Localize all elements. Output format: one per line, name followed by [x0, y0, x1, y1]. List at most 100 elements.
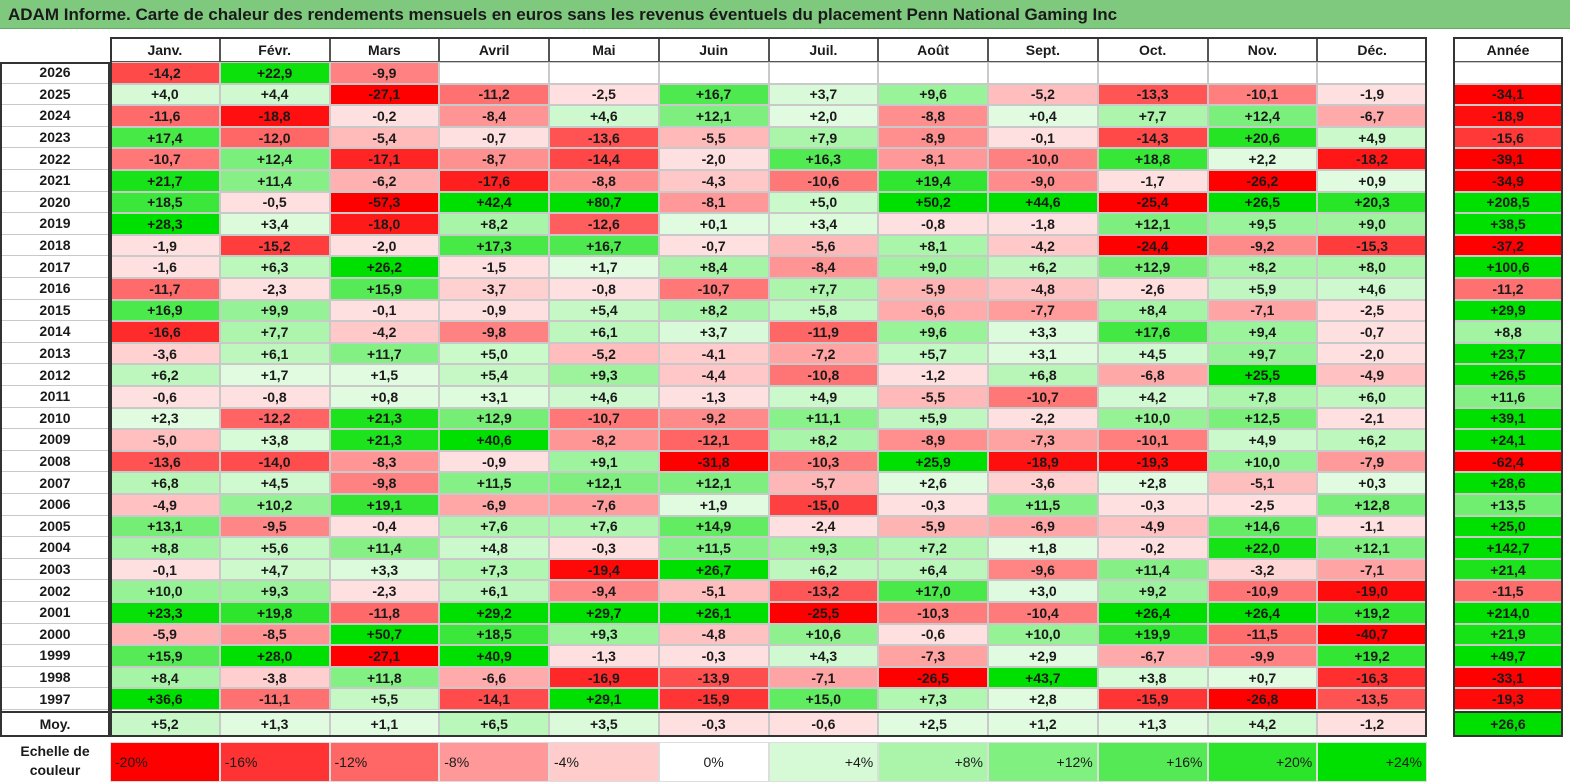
- color-scale-step: -12%: [329, 742, 440, 782]
- heatmap-cell: +4,5: [1097, 342, 1208, 365]
- month-header: Mai: [549, 37, 659, 62]
- month-header: Oct.: [1097, 37, 1208, 62]
- heatmap-cell: -10,8: [768, 364, 879, 386]
- heatmap-cell: +11,5: [658, 537, 769, 559]
- heatmap-cell: +9,2: [1097, 580, 1208, 602]
- heatmap-cell: +36,6: [110, 688, 220, 710]
- heatmap-cell: +19,4: [878, 170, 988, 192]
- heatmap-cell: +25,5: [1207, 364, 1318, 386]
- heatmap-cell: -5,7: [768, 472, 879, 494]
- heatmap-cell: +0,7: [1207, 666, 1318, 689]
- average-cell: +1,1: [329, 711, 440, 737]
- annual-cell: +25,0: [1453, 515, 1563, 538]
- annual-cell: +142,7: [1453, 537, 1563, 559]
- heatmap-cell: -6,6: [878, 299, 988, 322]
- heatmap-cell: -1,3: [549, 645, 659, 667]
- annual-cell: +21,9: [1453, 623, 1563, 646]
- month-header: Sept.: [988, 37, 1098, 62]
- heatmap-cell: -2,4: [768, 515, 879, 538]
- heatmap-cell: -0,1: [329, 299, 440, 322]
- heatmap-cell: +4,9: [768, 386, 879, 408]
- year-label: 2016: [0, 278, 110, 300]
- average-cell: +1,2: [988, 711, 1098, 737]
- heatmap-cell: -2,6: [1097, 278, 1208, 300]
- annual-cell: -18,9: [1453, 105, 1563, 127]
- year-label: 2023: [0, 126, 110, 149]
- heatmap-cell: +11,1: [768, 407, 879, 430]
- heatmap-cell: +6,3: [219, 256, 330, 278]
- heatmap-cell: +11,4: [329, 537, 440, 559]
- heatmap-cell: +17,6: [1097, 321, 1208, 343]
- heatmap-cell: -5,9: [878, 278, 988, 300]
- heatmap-cell: +10,0: [1207, 450, 1318, 473]
- heatmap-cell: -2,2: [988, 407, 1098, 430]
- heatmap-cell: -7,1: [1317, 558, 1427, 581]
- heatmap-cell: +5,9: [1207, 278, 1318, 300]
- month-header: Nov.: [1207, 37, 1318, 62]
- heatmap-cell: -10,7: [110, 148, 220, 170]
- annual-cell: +24,1: [1453, 429, 1563, 451]
- heatmap-cell: +0,9: [1317, 170, 1427, 192]
- average-cell: +3,5: [549, 711, 659, 737]
- heatmap-cell: -31,8: [658, 450, 769, 473]
- average-cell: +1,3: [1097, 711, 1208, 737]
- color-scale-step: +4%: [768, 742, 879, 782]
- heatmap-cell: +12,1: [658, 472, 769, 494]
- color-scale-step: +12%: [988, 742, 1098, 782]
- heatmap-cell: +11,5: [439, 472, 549, 494]
- heatmap-cell: +7,3: [878, 688, 988, 710]
- heatmap-cell: +5,4: [439, 364, 549, 386]
- annual-cell: -34,1: [1453, 83, 1563, 106]
- heatmap-cell: +9,3: [768, 537, 879, 559]
- heatmap-cell: -6,9: [439, 494, 549, 516]
- heatmap-cell: +9,3: [549, 364, 659, 386]
- average-cell: -0,6: [768, 711, 879, 737]
- heatmap-cell: -0,6: [878, 623, 988, 646]
- heatmap-cell: -5,6: [768, 234, 879, 257]
- annual-cell: +23,7: [1453, 342, 1563, 365]
- heatmap-cell: +7,6: [439, 515, 549, 538]
- year-label: 2007: [0, 472, 110, 494]
- heatmap-cell: +10,6: [768, 623, 879, 646]
- annual-cell: +214,0: [1453, 602, 1563, 624]
- heatmap-cell: +9,6: [878, 83, 988, 106]
- year-label: 2021: [0, 170, 110, 192]
- heatmap-cell: -0,9: [439, 299, 549, 322]
- annual-cell: -34,9: [1453, 170, 1563, 192]
- heatmap-cell: +11,8: [329, 666, 440, 689]
- heatmap-cell: +3,4: [768, 213, 879, 235]
- heatmap-cell: -14,4: [549, 148, 659, 170]
- heatmap-cell: -13,6: [549, 126, 659, 149]
- heatmap-cell: +10,0: [1097, 407, 1208, 430]
- heatmap-cell: -9,9: [329, 62, 440, 84]
- heatmap-cell: +14,6: [1207, 515, 1318, 538]
- heatmap-cell: +4,7: [219, 558, 330, 581]
- heatmap-cell: -11,7: [110, 278, 220, 300]
- heatmap-cell: +6,2: [110, 364, 220, 386]
- heatmap-cell: -5,5: [878, 386, 988, 408]
- annual-cell: +39,1: [1453, 407, 1563, 430]
- heatmap-cell: -4,2: [988, 234, 1098, 257]
- heatmap-cell: -15,3: [1317, 234, 1427, 257]
- heatmap-cell: +4,0: [110, 83, 220, 106]
- heatmap-cell: -18,0: [329, 213, 440, 235]
- heatmap-cell: -14,0: [219, 450, 330, 473]
- heatmap-cell: -8,5: [219, 623, 330, 646]
- heatmap-cell: -9,8: [329, 472, 440, 494]
- heatmap-cell: +21,3: [329, 407, 440, 430]
- year-label: 2018: [0, 234, 110, 257]
- heatmap-cell: -1,9: [110, 234, 220, 257]
- title-bar: ADAM Informe. Carte de chaleur des rende…: [0, 0, 1570, 29]
- heatmap-cell: +7,3: [439, 558, 549, 581]
- heatmap-cell: +26,4: [1207, 602, 1318, 624]
- heatmap-cell: -5,5: [658, 126, 769, 149]
- heatmap-cell: +16,3: [768, 148, 879, 170]
- heatmap-cell: +40,9: [439, 645, 549, 667]
- month-header: Juin: [658, 37, 769, 62]
- heatmap-cell: -4,1: [658, 342, 769, 365]
- heatmap-cell: -13,5: [1317, 688, 1427, 710]
- heatmap-cell: +80,7: [549, 191, 659, 214]
- year-label: 1999: [0, 645, 110, 667]
- heatmap-cell: +44,6: [988, 191, 1098, 214]
